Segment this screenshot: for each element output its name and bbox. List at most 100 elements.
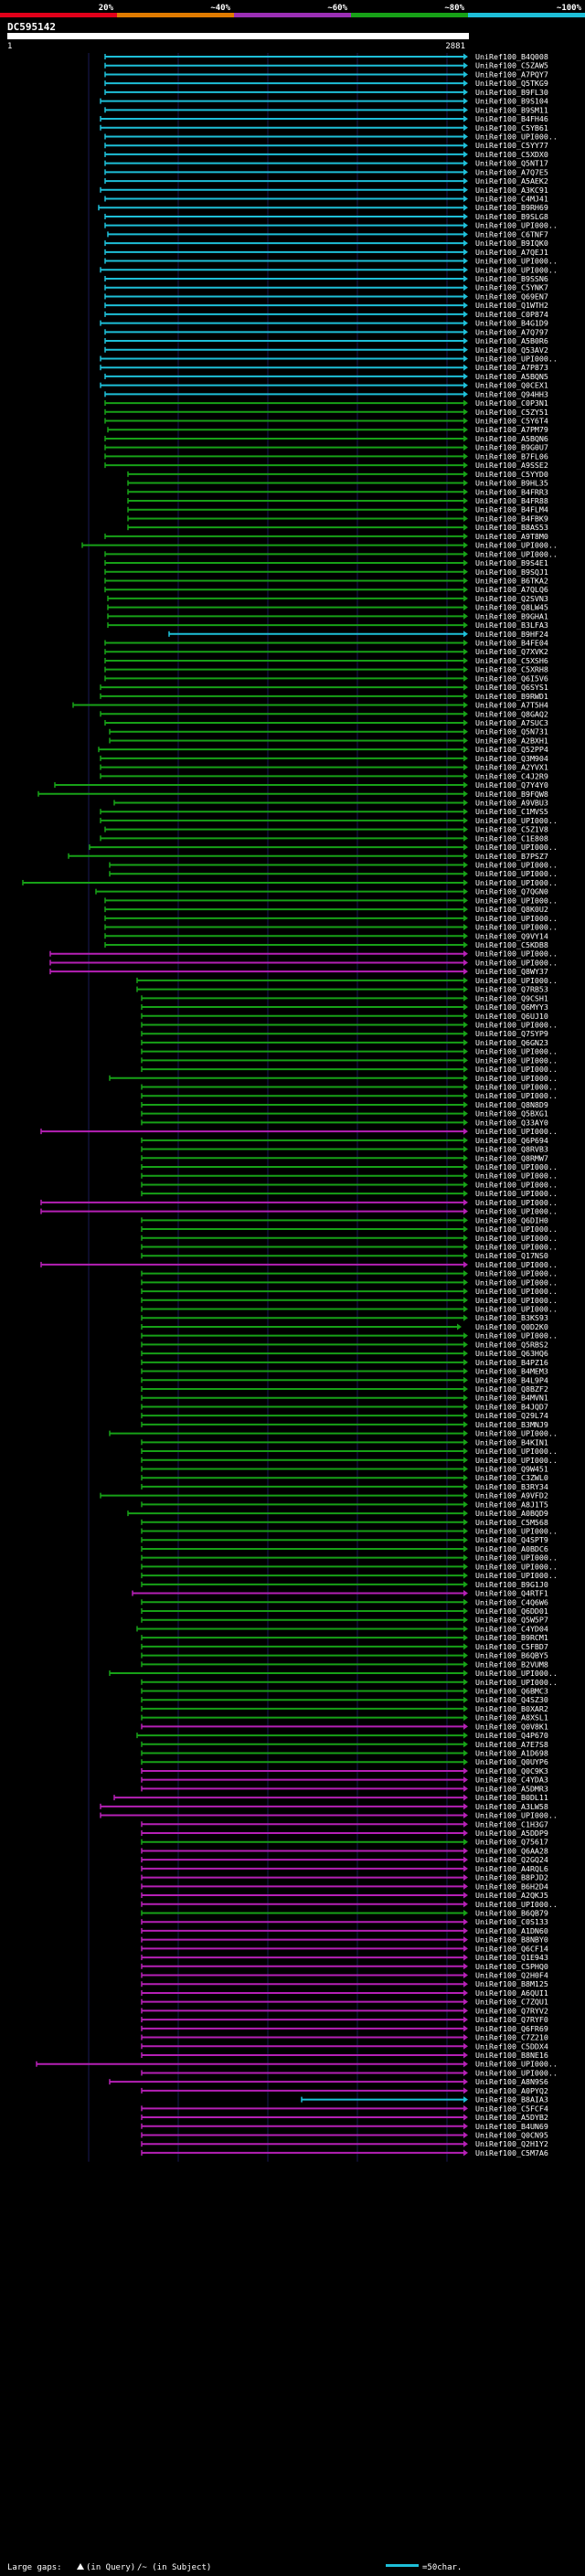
hit-label[interactable]: UniRef100_Q6CF14 [475,1944,548,1953]
hit-label[interactable]: UniRef100_UPI000.. [475,1055,558,1065]
hit-label[interactable]: UniRef100_C4YDA3 [475,1776,548,1785]
hit-label[interactable]: UniRef100_C5M7A6 [475,2148,548,2157]
hit-label[interactable]: UniRef100_UPI000.. [475,1127,558,1136]
hit-label[interactable]: UniRef100_Q0CN95 [475,2130,548,2139]
hit-label[interactable]: UniRef100_A7QEJ1 [475,248,548,257]
hit-label[interactable]: UniRef100_C5KDB8 [475,940,548,949]
hit-label[interactable]: UniRef100_B4FRR3 [475,487,548,496]
hit-label[interactable]: UniRef100_C5M568 [475,1518,548,1527]
hit-label[interactable]: UniRef100_C5ZY51 [475,408,548,417]
hit-label[interactable]: UniRef100_Q8K0U2 [475,905,548,914]
hit-label[interactable]: UniRef100_A2YVX1 [475,763,548,772]
hit-label[interactable]: UniRef100_UPI000.. [475,1277,558,1287]
hit-label[interactable]: UniRef100_Q9CSH1 [475,993,548,1002]
hit-label[interactable]: UniRef100_B9GHA1 [475,611,548,620]
hit-label[interactable]: UniRef100_UPI000.. [475,257,558,266]
hit-label[interactable]: UniRef100_C4Q6W6 [475,1597,548,1606]
hit-label[interactable]: UniRef100_B4MVN1 [475,1394,548,1403]
hit-label[interactable]: UniRef100_UPI000.. [475,1571,558,1580]
hit-label[interactable]: UniRef100_UPI000.. [475,878,558,887]
hit-label[interactable]: UniRef100_C5Z1V8 [475,825,548,834]
hit-label[interactable]: UniRef100_A9VFD2 [475,1491,548,1500]
hit-label[interactable]: UniRef100_UPI000.. [475,816,558,825]
hit-label[interactable]: UniRef100_UPI000.. [475,1456,558,1465]
hit-label[interactable]: UniRef100_C5YB61 [475,123,548,133]
hit-label[interactable]: UniRef100_Q6UJ10 [475,1012,548,1021]
hit-label[interactable]: UniRef100_UPI000.. [475,1669,558,1678]
hit-label[interactable]: UniRef100_A1DN60 [475,1926,548,1935]
hit-label[interactable]: UniRef100_B4FH46 [475,114,548,123]
hit-label[interactable]: UniRef100_Q6P694 [475,1136,548,1145]
hit-label[interactable]: UniRef100_Q9VY14 [475,931,548,940]
hit-label[interactable]: UniRef100_A8N9S6 [475,2077,548,2086]
hit-label[interactable]: UniRef100_Q69EN7 [475,292,548,301]
hit-label[interactable]: UniRef100_B9G0U7 [475,443,548,452]
hit-label[interactable]: UniRef100_Q8BZF2 [475,1384,548,1394]
hit-label[interactable]: UniRef100_Q6BMC3 [475,1686,548,1695]
hit-label[interactable]: UniRef100_Q2H1Y2 [475,2139,548,2148]
hit-label[interactable]: UniRef100_Q8RVB3 [475,1145,548,1154]
hit-label[interactable]: UniRef100_B8M125 [475,1979,548,1988]
hit-label[interactable]: UniRef100_UPI000.. [475,1234,558,1243]
hit-label[interactable]: UniRef100_A5DYB2 [475,2113,548,2122]
hit-label[interactable]: UniRef100_C5PHQ0 [475,1962,548,1971]
hit-label[interactable]: UniRef100_Q0C9K3 [475,1766,548,1776]
hit-label[interactable]: UniRef100_Q7RYV2 [475,2006,548,2015]
hit-label[interactable]: UniRef100_C4YD04 [475,1624,548,1633]
hit-label[interactable]: UniRef100_A5BQN5 [475,372,548,381]
hit-label[interactable]: UniRef100_Q3M904 [475,754,548,763]
hit-label[interactable]: UniRef100_B9FL30 [475,88,548,97]
hit-label[interactable]: UniRef100_UPI000.. [475,976,558,985]
hit-label[interactable]: UniRef100_A9SSE2 [475,461,548,470]
hit-label[interactable]: UniRef100_B9SSN6 [475,274,548,283]
hit-label[interactable]: UniRef100_Q8RMW7 [475,1153,548,1162]
hit-label[interactable]: UniRef100_A7P873 [475,363,548,372]
hit-label[interactable]: UniRef100_UPI000.. [475,221,558,230]
hit-label[interactable]: UniRef100_C5Y6T4 [475,417,548,426]
hit-label[interactable]: UniRef100_B2VUM8 [475,1659,548,1669]
hit-label[interactable]: UniRef100_UPI000.. [475,132,558,141]
hit-label[interactable]: UniRef100_Q6DIH0 [475,1215,548,1224]
hit-label[interactable]: UniRef100_Q4SZ30 [475,1695,548,1704]
hit-label[interactable]: UniRef100_B9RWD1 [475,692,548,701]
hit-label[interactable]: UniRef100_B9S4E1 [475,558,548,567]
hit-label[interactable]: UniRef100_UPI000.. [475,869,558,878]
hit-label[interactable]: UniRef100_UPI000.. [475,1447,558,1456]
hit-label[interactable]: UniRef100_UPI000.. [475,541,558,550]
hit-label[interactable]: UniRef100_B9HL35 [475,479,548,488]
hit-label[interactable]: UniRef100_UPI000.. [475,1189,558,1198]
hit-label[interactable]: UniRef100_C7ZQU1 [475,1998,548,2007]
hit-label[interactable]: UniRef100_UPI000.. [475,896,558,905]
hit-label[interactable]: UniRef100_B9RCM1 [475,1633,548,1642]
hit-label[interactable]: UniRef100_C5YYD0 [475,470,548,479]
hit-label[interactable]: UniRef100_Q17NS0 [475,1251,548,1260]
hit-label[interactable]: UniRef100_B8AS53 [475,523,548,532]
hit-label[interactable]: UniRef100_B6TKA2 [475,576,548,585]
hit-label[interactable]: UniRef100_Q8N8D9 [475,1100,548,1109]
hit-label[interactable]: UniRef100_B9HF24 [475,630,548,639]
hit-label[interactable]: UniRef100_UPI000.. [475,1269,558,1278]
hit-label[interactable]: UniRef100_B6H2D4 [475,1882,548,1891]
hit-label[interactable]: UniRef100_UPI000.. [475,1224,558,1234]
hit-label[interactable]: UniRef100_B4Q008 [475,52,548,61]
hit-label[interactable]: UniRef100_UPI000.. [475,1553,558,1563]
hit-label[interactable]: UniRef100_A1D698 [475,1749,548,1758]
hit-label[interactable]: UniRef100_UPI000.. [475,1047,558,1056]
hit-label[interactable]: UniRef100_B4KIN1 [475,1437,548,1447]
hit-label[interactable]: UniRef100_UPI000.. [475,958,558,967]
hit-label[interactable]: UniRef100_B9SLG8 [475,212,548,221]
hit-label[interactable]: UniRef100_C0S133 [475,1917,548,1926]
hit-label[interactable]: UniRef100_B4L9P4 [475,1375,548,1384]
hit-label[interactable]: UniRef100_UPI000.. [475,1020,558,1029]
hit-label[interactable]: UniRef100_Q0V8K1 [475,1722,548,1731]
hit-label[interactable]: UniRef100_UPI000.. [475,1091,558,1100]
hit-label[interactable]: UniRef100_A5BQN6 [475,434,548,443]
hit-label[interactable]: UniRef100_C5FCF4 [475,2104,548,2113]
hit-label[interactable]: UniRef100_B0DL11 [475,1793,548,1802]
hit-label[interactable]: UniRef100_UPI000.. [475,1287,558,1296]
hit-label[interactable]: UniRef100_Q7SYP9 [475,1029,548,1038]
hit-label[interactable]: UniRef100_UPI000.. [475,949,558,959]
hit-label[interactable]: UniRef100_Q7XVK2 [475,647,548,656]
hit-label[interactable]: UniRef100_A5DDP9 [475,1829,548,1838]
hit-label[interactable]: UniRef100_B8NE16 [475,2051,548,2060]
